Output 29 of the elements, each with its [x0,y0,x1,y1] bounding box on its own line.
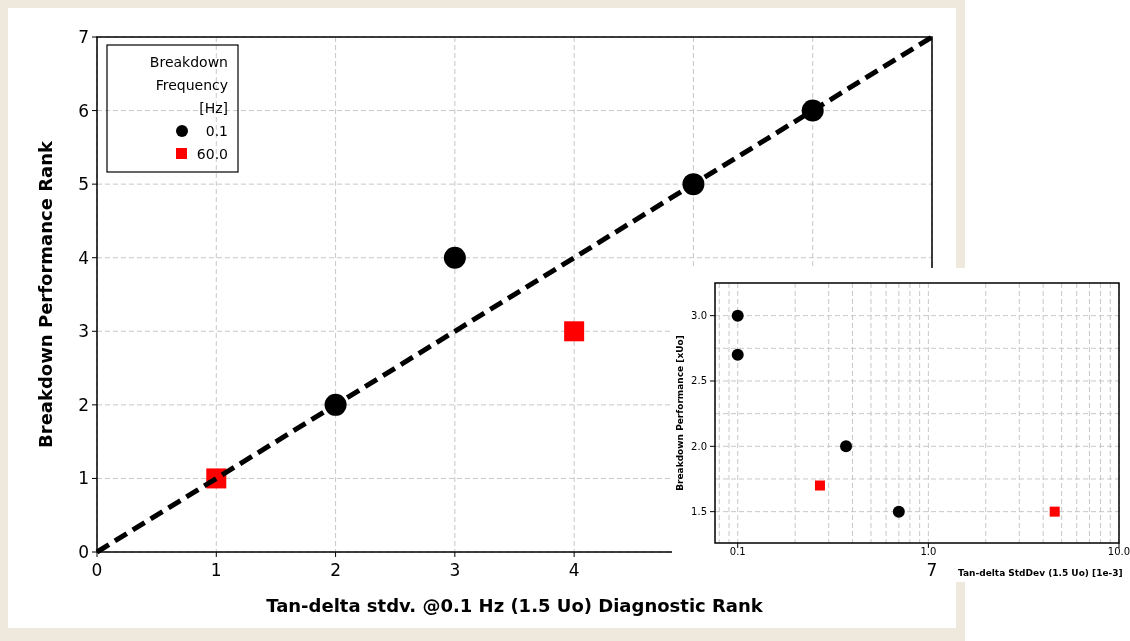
y-axis-title: Breakdown Performance Rank [35,140,56,448]
x-tick-label: 0 [91,560,103,580]
x-tick-label: 3 [449,560,461,580]
legend-title: Breakdown Frequency [Hz] [149,54,228,116]
y-tick-label: 2.0 [691,440,707,452]
x-tick-label: 1.0 [920,546,937,557]
x-tick-label: 2 [330,560,341,580]
y-tick-label: 7 [78,26,89,47]
y-tick-label: 2.5 [691,375,707,387]
x-tick-label: 7 [926,560,938,580]
y-tick-label: 3 [78,321,89,342]
legend-label: 0.1 [205,123,228,139]
y-tick-label: 1 [78,468,89,489]
x-axis-title: Tan-delta stdv. @0.1 Hz (1.5 Uo) Diagnostic Rank [266,595,764,616]
x-tick-label: 1 [210,560,222,580]
y-tick-label: 5 [78,174,89,195]
x-tick-label: 4 [568,560,580,580]
y-axis-title: Breakdown Performance [xUo] [675,335,685,491]
y-tick-label: 2 [78,394,89,415]
x-tick-label: 0.1 [729,546,746,557]
y-tick-label: 4 [78,247,89,268]
point [564,321,585,342]
x-tick-label: 10.0 [1107,546,1130,557]
x-axis-title: Tan-delta StdDev (1.5 Uo) [1e-3] [958,568,1123,578]
y-tick-label: 1.5 [691,506,707,518]
y-tick-label: 3.0 [691,310,707,322]
legend-label: 60.0 [196,146,228,162]
y-tick-label: 6 [78,100,89,121]
point [443,246,466,269]
